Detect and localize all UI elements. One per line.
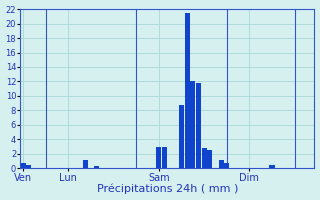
Bar: [269, 165, 275, 168]
Bar: [196, 83, 201, 168]
Bar: [179, 105, 184, 168]
Bar: [94, 166, 99, 168]
Bar: [185, 13, 190, 168]
Bar: [26, 165, 31, 168]
Bar: [83, 160, 88, 168]
Bar: [224, 163, 229, 168]
Bar: [20, 163, 26, 168]
Bar: [156, 147, 162, 168]
Bar: [190, 81, 196, 168]
Bar: [207, 150, 212, 168]
Bar: [162, 147, 167, 168]
X-axis label: Précipitations 24h ( mm ): Précipitations 24h ( mm ): [97, 184, 238, 194]
Bar: [219, 160, 224, 168]
Bar: [202, 148, 207, 168]
